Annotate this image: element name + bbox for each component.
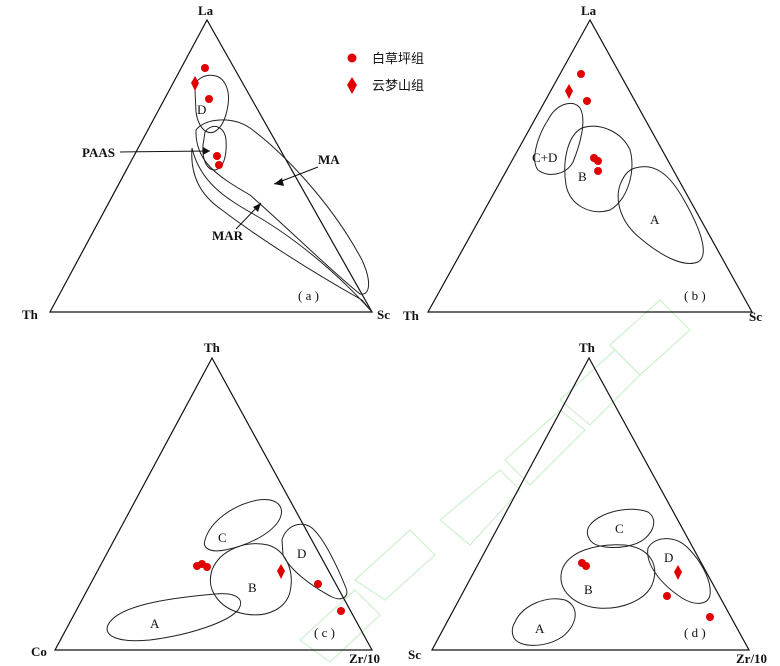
label-ma: MA (318, 152, 340, 167)
ternary-triangle-a (48, 18, 374, 313)
vertex-label-sc: Sc (377, 307, 390, 322)
sample-diamond (565, 84, 573, 99)
sample-point (213, 152, 221, 160)
sample-point (201, 64, 209, 72)
sample-point (205, 95, 213, 103)
field-a (617, 166, 704, 264)
vertex-label-th: Th (579, 340, 596, 355)
ternary-triangle-d (430, 356, 751, 651)
sample-point (706, 613, 714, 621)
vertex-label-sc: Sc (408, 647, 421, 662)
sample-point (582, 562, 590, 570)
field-c (586, 508, 655, 548)
legend-label-yunmengshan: 云梦山组 (372, 79, 424, 94)
field-label-a: A (150, 616, 160, 631)
vertex-label-sc: Sc (749, 309, 762, 324)
panel-c: Th Co Zr/10 ( c ) C B D A (31, 340, 380, 666)
field-label-d: D (297, 546, 306, 561)
label-paas: PAAS (82, 145, 115, 160)
field-label-b: B (248, 580, 257, 595)
vertex-label-th: Th (403, 308, 420, 323)
vertex-label-la: La (198, 3, 214, 18)
field-label-c: C (615, 521, 624, 536)
ternary-triangle-c (53, 356, 374, 651)
arrow-ma-head (274, 178, 284, 186)
sample-diamond (191, 76, 199, 91)
field-a (106, 593, 242, 642)
panel-caption-c: ( c ) (314, 625, 335, 640)
sample-diamond (674, 565, 682, 580)
legend-diamond-marker (347, 77, 357, 94)
vertex-label-th: Th (204, 340, 221, 355)
field-d (194, 74, 229, 134)
field-label-b: B (584, 582, 593, 597)
sample-point (594, 157, 602, 165)
legend: 白草坪组 云梦山组 (347, 51, 424, 94)
panel-caption-d: ( d ) (684, 625, 706, 640)
field-label-a: A (535, 621, 545, 636)
panel-b: La Th Sc ( b ) C+D B A (403, 3, 762, 324)
field-b (560, 544, 656, 609)
vertex-label-co: Co (31, 644, 47, 659)
sample-point (314, 580, 322, 588)
field-b (564, 125, 633, 213)
watermark (299, 299, 691, 663)
field-label-b: B (578, 169, 587, 184)
legend-circle-marker (347, 53, 357, 63)
field-ma (195, 119, 369, 295)
sample-point (203, 563, 211, 571)
samples-a (191, 64, 223, 169)
field-label-c: C (218, 530, 227, 545)
samples-c (193, 560, 345, 615)
field-label-cd: C+D (532, 150, 557, 165)
panel-caption-a: ( a ) (298, 288, 319, 303)
panel-d: Th Sc Zr/10 ( d ) C B D A (408, 340, 767, 666)
field-d (647, 538, 711, 604)
legend-label-baicaoping: 白草坪组 (372, 51, 424, 67)
sample-point (577, 70, 585, 78)
vertex-label-zr10: Zr/10 (736, 651, 767, 666)
panel-caption-b: ( b ) (684, 288, 706, 303)
vertex-label-la: La (581, 3, 597, 18)
field-d (281, 523, 348, 600)
ternary-triangle-b (426, 18, 754, 313)
field-label-d: D (197, 102, 206, 117)
sample-point (337, 607, 345, 615)
vertex-label-zr10: Zr/10 (349, 651, 380, 666)
field-cd (534, 102, 584, 175)
sample-point (663, 592, 671, 600)
label-mar: MAR (212, 228, 244, 243)
sample-point (215, 161, 223, 169)
samples-d (578, 559, 714, 621)
field-label-a: A (650, 212, 660, 227)
sample-point (594, 167, 602, 175)
sample-diamond (277, 564, 285, 579)
panel-a: La Th Sc ( a ) D PAAS MA MAR (22, 3, 390, 322)
field-mar (191, 147, 373, 313)
field-c (203, 499, 282, 552)
vertex-label-th: Th (22, 307, 39, 322)
field-b (210, 543, 292, 616)
arrow-paas (119, 150, 211, 153)
arrow-mar-head (253, 203, 261, 212)
sample-point (583, 97, 591, 105)
samples-b (565, 70, 602, 175)
arrow-paas-head (203, 147, 210, 155)
field-a (511, 598, 576, 646)
field-label-d: D (664, 550, 673, 565)
